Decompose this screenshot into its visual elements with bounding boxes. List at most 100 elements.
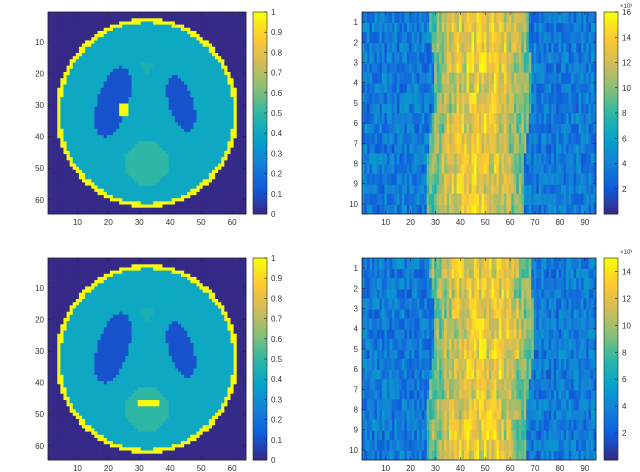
pixel-cell	[109, 207, 114, 212]
pixel-cell	[147, 75, 151, 79]
pixel-cell	[116, 207, 120, 212]
pixel-cell	[177, 34, 182, 38]
pixel-cell	[199, 176, 204, 180]
colorbar-tick-label: 0.8	[271, 48, 283, 57]
pixel-cell	[190, 160, 194, 164]
pixel-cell	[199, 201, 204, 205]
pixel-cell	[78, 65, 83, 70]
pixel-cell	[211, 34, 216, 38]
pixel-cell	[218, 53, 222, 57]
colorbar-segment	[253, 103, 267, 108]
pixel-cell	[174, 46, 179, 51]
pixel-cell	[103, 71, 108, 76]
pixel-cell	[153, 43, 157, 48]
pixel-cell	[147, 62, 151, 67]
pixel-cell	[103, 119, 108, 123]
pixel-cell	[168, 87, 173, 92]
pixel-cell	[202, 185, 207, 190]
pixel-cell	[82, 18, 86, 22]
pixel-cell	[153, 182, 157, 186]
pixel-cell	[242, 56, 247, 60]
pixel-cell	[51, 119, 55, 123]
sinogram-cell	[556, 23, 560, 33]
pixel-cell	[109, 182, 114, 186]
pixel-cell	[205, 179, 210, 183]
pixel-cell	[190, 195, 194, 199]
pixel-cell	[112, 87, 117, 92]
pixel-cell	[193, 128, 197, 133]
pixel-cell	[119, 176, 123, 180]
pixel-cell	[137, 34, 142, 38]
sinogram-cell	[591, 12, 594, 24]
sinogram-cell	[366, 43, 370, 53]
pixel-cell	[72, 128, 77, 133]
pixel-cell	[190, 135, 194, 139]
pixel-cell	[140, 138, 145, 142]
pixel-cell	[137, 62, 142, 67]
pixel-cell	[78, 53, 83, 57]
pixel-cell	[78, 150, 83, 155]
pixel-cell	[174, 43, 179, 48]
pixel-cell	[85, 87, 89, 92]
pixel-cell	[236, 179, 241, 183]
pixel-cell	[60, 84, 64, 89]
pixel-cell	[190, 24, 194, 29]
pixel-cell	[184, 103, 188, 108]
pixel-cell	[85, 90, 89, 95]
pixel-cell	[88, 144, 92, 149]
sinogram-cell	[536, 72, 540, 85]
pixel-cell	[239, 27, 244, 32]
pixel-cell	[159, 163, 163, 168]
pixel-cell	[63, 144, 67, 149]
pixel-cell	[103, 56, 108, 60]
pixel-cell	[66, 106, 71, 111]
sinogram-cell	[374, 103, 378, 114]
pixel-cell	[196, 198, 200, 202]
pixel-cell	[119, 87, 123, 92]
pixel-cell	[60, 49, 64, 54]
pixel-cell	[88, 210, 92, 215]
pixel-cell	[165, 43, 170, 48]
pixel-cell	[128, 68, 132, 73]
pixel-cell	[153, 195, 157, 199]
pixel-cell	[230, 141, 234, 145]
sinogram-cell	[384, 23, 388, 33]
pixel-cell	[205, 46, 210, 51]
pixel-cell	[202, 37, 207, 41]
pixel-cell	[106, 106, 111, 111]
pixel-cell	[91, 100, 95, 104]
pixel-cell	[211, 198, 216, 202]
pixel-cell	[63, 185, 67, 190]
sinogram-cell	[461, 32, 465, 44]
pixel-cell	[140, 15, 145, 19]
pixel-cell	[233, 87, 238, 92]
pixel-cell	[196, 106, 200, 111]
sinogram-cell	[426, 52, 430, 64]
pixel-cell	[60, 53, 64, 57]
pixel-cell	[48, 131, 52, 136]
pixel-cell	[66, 65, 71, 70]
pixel-cell	[134, 62, 139, 67]
pixel-cell	[202, 43, 207, 48]
pixel-cell	[122, 195, 126, 199]
pixel-cell	[224, 157, 228, 161]
sinogram-cell	[556, 72, 560, 85]
sinogram-cell	[464, 52, 467, 64]
pixel-cell	[72, 182, 77, 186]
pixel-cell	[69, 169, 74, 174]
sinogram-cell	[449, 43, 453, 53]
pixel-cell	[134, 34, 139, 38]
pixel-cell	[48, 147, 52, 152]
pixel-cell	[125, 122, 129, 126]
sinogram-cell	[493, 72, 497, 85]
sinogram-cell	[523, 52, 527, 64]
pixel-cell	[60, 135, 64, 139]
sinogram-cell	[561, 12, 565, 24]
pixel-cell	[181, 150, 185, 155]
pixel-cell	[69, 131, 74, 136]
pixel-cell	[69, 62, 74, 67]
pixel-cell	[218, 154, 222, 158]
pixel-cell	[211, 128, 216, 133]
pixel-cell	[54, 182, 58, 186]
pixel-cell	[242, 37, 247, 41]
